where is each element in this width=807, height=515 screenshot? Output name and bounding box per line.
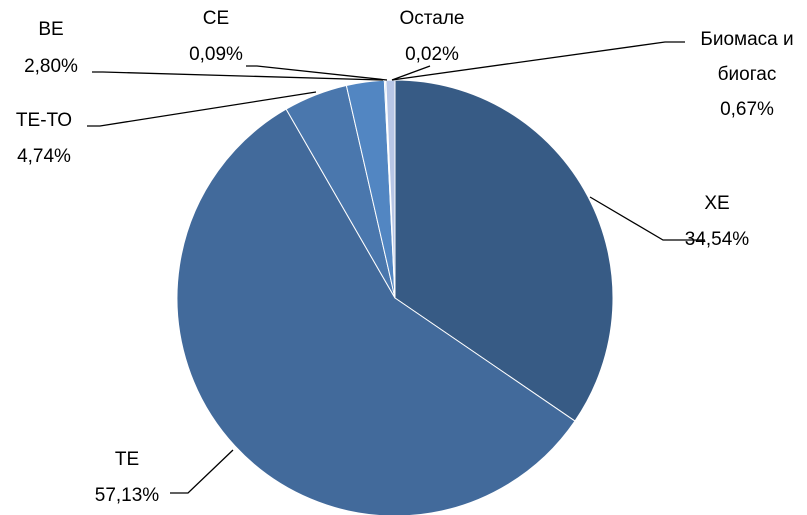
label-he-name: ХЕ xyxy=(704,193,729,214)
slices-group xyxy=(176,79,614,515)
label-he-value: 34,54% xyxy=(685,229,750,250)
leader-te xyxy=(170,449,234,494)
label-te-name: ТЕ xyxy=(115,449,139,470)
label-biomasa-value: 0,67% xyxy=(720,99,774,120)
slice-te xyxy=(176,108,576,515)
slice-he xyxy=(394,79,614,422)
label-teto-value: 4,74% xyxy=(17,146,71,167)
leader-ve xyxy=(92,71,384,81)
label-biomasa-name-line2: биогас xyxy=(718,64,777,85)
label-te-value: 57,13% xyxy=(95,485,160,506)
label-teto-name: ТЕ-ТО xyxy=(16,110,72,131)
label-ve-name: ВЕ xyxy=(38,19,63,40)
leader-ostale xyxy=(391,65,431,81)
leader-biomasa xyxy=(391,41,685,81)
label-se-name: СЕ xyxy=(203,8,229,29)
leader-se xyxy=(246,65,388,81)
leader-lines-group xyxy=(87,41,705,494)
leader-teto xyxy=(87,91,317,127)
label-biomasa-name-line1: Биомаса и xyxy=(700,29,793,50)
label-ostale-name: Остале xyxy=(400,8,465,29)
label-ve-value: 2,80% xyxy=(24,56,78,77)
leader-he xyxy=(589,196,705,241)
label-ostale-value: 0,02% xyxy=(405,44,459,65)
label-se-value: 0,09% xyxy=(189,44,243,65)
